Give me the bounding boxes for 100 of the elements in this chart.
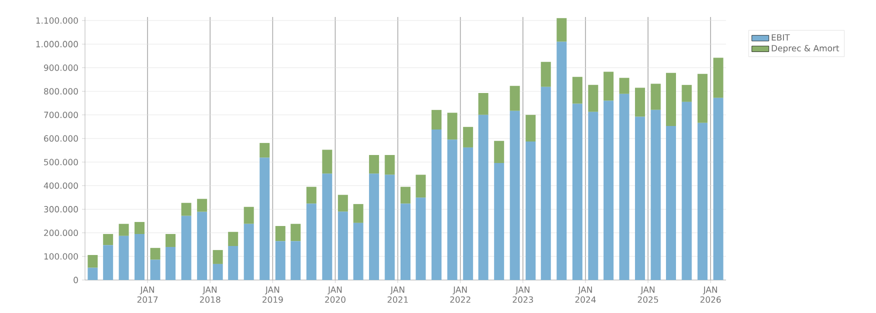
bar <box>556 18 567 42</box>
bar <box>619 94 630 280</box>
bar <box>619 78 630 94</box>
bar <box>634 88 645 117</box>
bar <box>666 72 676 126</box>
bar <box>103 245 114 280</box>
bar <box>228 246 238 280</box>
y-tick-label: 600.000 <box>44 135 78 142</box>
bar <box>604 100 614 280</box>
bar <box>260 142 270 158</box>
bar <box>416 174 426 198</box>
y-tick-label: 200.000 <box>44 230 78 236</box>
bar <box>432 110 442 130</box>
y-tick-label: 100.000 <box>44 253 78 260</box>
bar <box>275 226 286 242</box>
bar <box>118 236 129 280</box>
bar <box>244 224 254 280</box>
bar <box>494 163 504 280</box>
x-tick-label: JAN 2021 <box>388 286 408 303</box>
y-tick-label: 900.000 <box>44 64 78 71</box>
bar <box>682 84 692 102</box>
bar <box>384 174 395 280</box>
y-tick-label: 700.000 <box>44 112 78 118</box>
bar <box>322 150 332 174</box>
bar <box>526 142 536 280</box>
bar <box>713 98 724 280</box>
x-tick-label: JAN 2026 <box>700 286 721 303</box>
bar <box>478 92 488 115</box>
y-tick-label: 0 <box>74 276 78 284</box>
bar <box>118 224 129 236</box>
bar <box>88 254 98 268</box>
x-tick-label: JAN 2020 <box>325 286 346 303</box>
bar <box>494 140 504 164</box>
bar <box>510 86 520 111</box>
bar <box>306 186 316 204</box>
bar <box>290 241 301 280</box>
x-tick-label: JAN 2018 <box>200 286 220 303</box>
bar <box>447 112 458 140</box>
bar <box>197 198 208 212</box>
x-tick-label: JAN 2017 <box>137 286 158 303</box>
bar <box>103 234 114 246</box>
bar <box>400 186 411 204</box>
bar <box>698 74 708 123</box>
x-tick-label: JAN 2024 <box>575 286 596 303</box>
y-tick-label: 1.100.000 <box>36 17 78 24</box>
bar <box>400 204 411 280</box>
y-tick-label: 300.000 <box>44 206 78 212</box>
bar <box>244 206 254 224</box>
bar <box>588 84 598 112</box>
legend-label: Deprec & Amort <box>772 44 840 54</box>
bar <box>510 110 520 280</box>
bar <box>463 147 474 280</box>
bar <box>150 260 160 280</box>
bar <box>369 174 380 280</box>
bar <box>88 268 98 280</box>
bar <box>338 194 348 212</box>
bar <box>290 224 301 242</box>
bar <box>604 72 614 101</box>
bar <box>463 126 474 148</box>
bar <box>197 212 208 280</box>
bar <box>306 204 316 280</box>
bar <box>275 241 286 280</box>
bar <box>572 76 582 104</box>
y-tick-label: 800.000 <box>44 88 78 95</box>
bar <box>540 62 551 87</box>
bar <box>228 232 238 246</box>
bar <box>260 158 270 280</box>
bar <box>526 114 536 142</box>
bar <box>212 264 223 280</box>
bar <box>150 248 160 260</box>
bar <box>134 234 145 280</box>
bar <box>369 154 380 174</box>
x-tick-label: JAN 2023 <box>512 286 533 303</box>
bar <box>384 154 395 175</box>
bar <box>572 104 582 280</box>
x-tick-label: JAN 2022 <box>450 286 470 303</box>
bar <box>432 130 442 280</box>
y-tick-label: 400.000 <box>44 182 78 189</box>
bar <box>556 42 567 280</box>
bar <box>353 222 364 280</box>
bar <box>166 246 176 280</box>
bar <box>650 110 661 280</box>
bar <box>134 222 145 234</box>
bar <box>540 86 551 280</box>
bar <box>416 198 426 280</box>
bar <box>212 250 223 264</box>
bar <box>322 174 332 280</box>
y-tick-label: 500.000 <box>44 158 78 166</box>
bar <box>666 126 676 280</box>
bar <box>478 114 488 280</box>
bar <box>588 112 598 280</box>
bar <box>447 140 458 280</box>
bar <box>650 84 661 110</box>
bar <box>166 234 176 247</box>
bar <box>713 58 724 98</box>
x-tick-label: JAN 2025 <box>638 286 658 303</box>
x-tick-label: JAN 2019 <box>262 286 283 303</box>
legend-label: EBIT <box>772 34 790 41</box>
bar <box>181 202 192 216</box>
bar <box>634 116 645 280</box>
